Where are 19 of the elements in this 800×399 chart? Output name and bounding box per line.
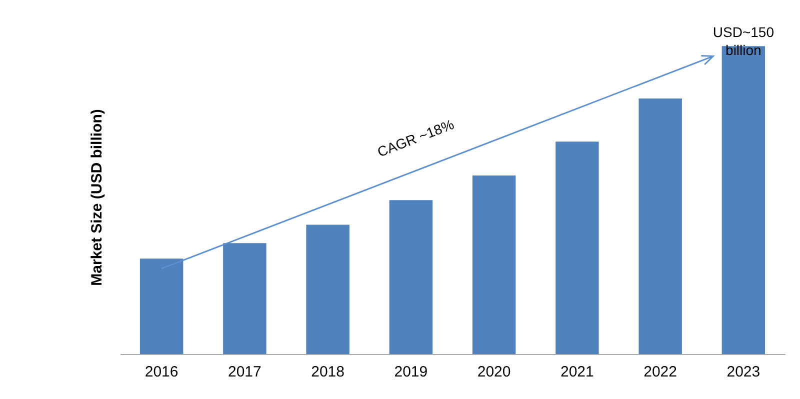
bar	[223, 243, 266, 354]
x-tick-label: 2023	[726, 364, 760, 380]
bar	[722, 46, 766, 354]
x-tick-label: 2022	[644, 364, 677, 380]
x-tick-label: 2016	[144, 364, 178, 380]
bar	[389, 200, 433, 354]
bar	[472, 175, 516, 354]
x-tick-label: 2018	[311, 364, 344, 380]
annotation: CAGR ~18%	[375, 116, 456, 160]
x-tick-label: 2020	[477, 364, 511, 380]
bar	[556, 142, 599, 354]
y-axis-title: Market Size (USD billion)	[88, 109, 106, 286]
bar	[140, 258, 184, 354]
x-tick-label: 2017	[228, 364, 262, 380]
x-tick-label: 2019	[394, 364, 428, 380]
x-tick-label: 2021	[560, 364, 594, 380]
bar	[638, 98, 682, 354]
annotation: USD~150 billion	[712, 24, 774, 58]
bar	[306, 224, 350, 354]
